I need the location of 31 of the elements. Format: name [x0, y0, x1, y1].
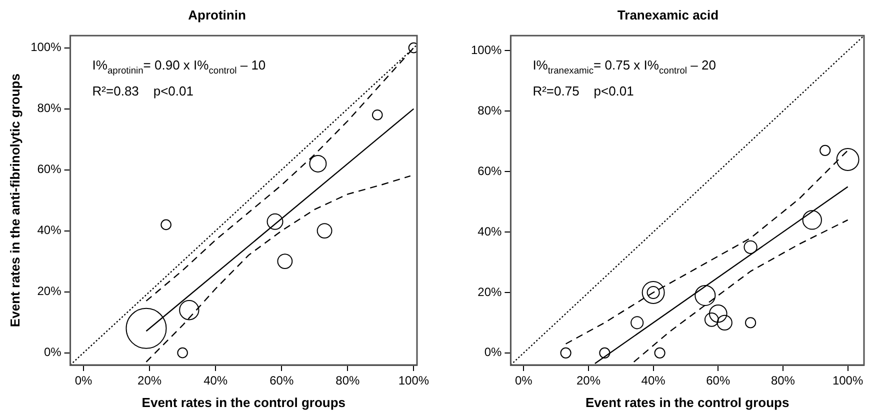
y-tick-label: 100%: [30, 40, 62, 54]
y-tick-label: 0%: [484, 345, 502, 360]
y-axis-title: Event rates in the anti-fibrinolytic groups: [7, 74, 22, 328]
y-tick-label: 60%: [478, 164, 502, 178]
y-tick-label: 20%: [478, 284, 502, 299]
y-tick-label: 40%: [37, 223, 62, 238]
y-tick-label: 80%: [37, 101, 62, 116]
x-tick-label: 60%: [270, 374, 294, 388]
x-tick-label: 40%: [641, 374, 666, 388]
chart-title: Aprotinin: [188, 7, 246, 22]
annotation: R²=0.83 p<0.01: [92, 84, 194, 99]
x-tick-label: 80%: [770, 374, 796, 388]
x-tick-label: 100%: [398, 374, 430, 388]
y-tick-label: 20%: [37, 284, 62, 298]
y-tick-label: 80%: [478, 103, 502, 118]
x-tick-label: 0%: [74, 374, 92, 388]
x-tick-label: 60%: [706, 374, 730, 388]
y-tick-label: 100%: [470, 43, 502, 58]
x-tick-label: 0%: [514, 374, 533, 388]
x-tick-label: 20%: [138, 374, 162, 388]
chart-title: Tranexamic acid: [617, 7, 719, 22]
x-tick-label: 40%: [204, 374, 228, 388]
y-tick-label: 60%: [37, 162, 62, 176]
x-tick-label: 100%: [832, 374, 864, 388]
y-tick-label: 40%: [478, 224, 502, 238]
x-tick-label: 20%: [576, 374, 601, 388]
annotation: R²=0.75 p<0.01: [532, 84, 634, 99]
x-axis-title: Event rates in the control groups: [142, 394, 346, 410]
x-tick-label: 80%: [336, 374, 360, 388]
y-tick-label: 0%: [44, 345, 62, 360]
x-axis-title: Event rates in the control groups: [585, 394, 790, 410]
